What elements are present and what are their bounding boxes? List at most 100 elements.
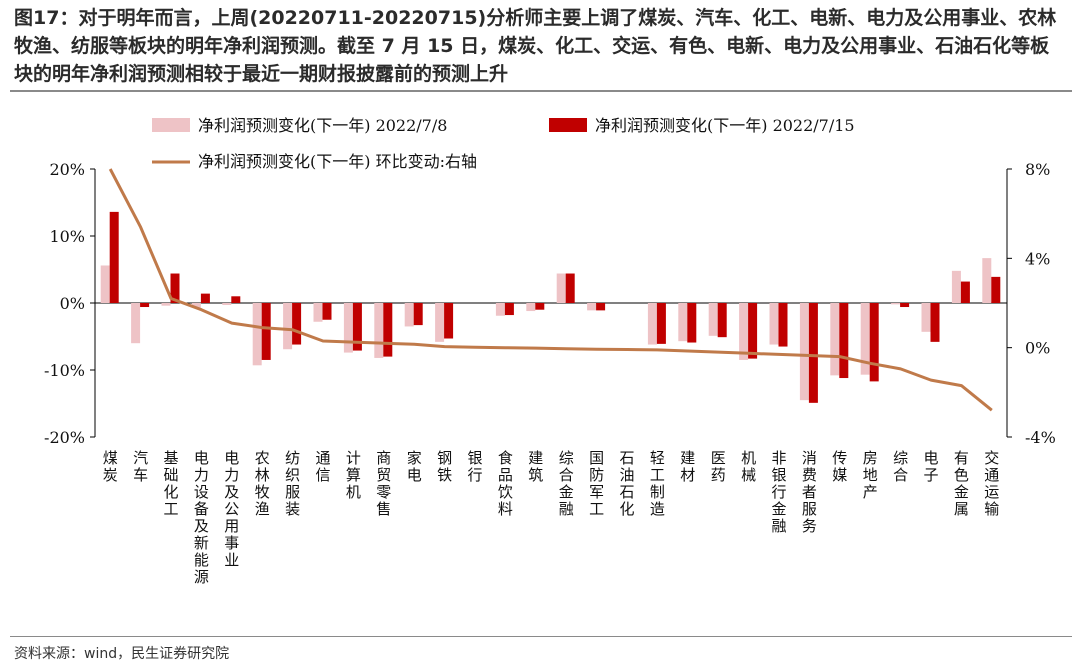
category-label: 商贸零售 bbox=[376, 449, 391, 518]
category-label: 房地产 bbox=[863, 449, 878, 501]
bar-20220715 bbox=[596, 303, 606, 311]
bar-20220715 bbox=[231, 296, 241, 303]
category-label: 石油石化 bbox=[619, 449, 634, 518]
bar-20220715 bbox=[170, 273, 180, 303]
source-note: 资料来源：wind，民生证券研究院 bbox=[14, 646, 230, 662]
line-series-path bbox=[108, 168, 993, 412]
bar-20220708 bbox=[860, 303, 870, 375]
bar-20220715 bbox=[778, 303, 788, 347]
right-tick-label: 4% bbox=[1025, 249, 1050, 268]
bar-20220715 bbox=[444, 303, 454, 339]
bar-20220715 bbox=[808, 303, 818, 403]
legend-label-line: 净利润预测变化(下一年) 环比变动:右轴 bbox=[198, 152, 477, 171]
legend: 净利润预测变化(下一年) 2022/7/8 净利润预测变化(下一年) 2022/7… bbox=[152, 116, 855, 171]
bar-20220715 bbox=[383, 303, 393, 357]
bar-20220715 bbox=[930, 303, 940, 342]
legend-swatch-20220715 bbox=[549, 118, 587, 132]
category-label: 电力及公用事业 bbox=[224, 449, 239, 569]
category-label: 非银行金融 bbox=[771, 449, 786, 535]
left-tick-label: 10% bbox=[49, 227, 85, 246]
category-label: 计算机 bbox=[346, 449, 361, 501]
page-title: 图17：对于明年而言，上周(20220711-20220715)分析师主要上调了… bbox=[14, 7, 1057, 85]
category-label: 煤炭 bbox=[103, 449, 118, 484]
bar-20220708 bbox=[556, 273, 566, 303]
bar-20220708 bbox=[526, 303, 536, 312]
bar-20220715 bbox=[322, 303, 332, 320]
bar-20220715 bbox=[565, 273, 575, 303]
category-label: 医药 bbox=[711, 449, 726, 484]
bar-20220715 bbox=[535, 303, 545, 310]
legend-label-20220715: 净利润预测变化(下一年) 2022/7/15 bbox=[595, 116, 855, 135]
bar-20220708 bbox=[283, 303, 293, 350]
line-series bbox=[108, 168, 993, 412]
category-label: 轻工制造 bbox=[650, 449, 665, 518]
bar-20220708 bbox=[495, 303, 505, 316]
right-tick-label: -4% bbox=[1025, 428, 1056, 447]
bar-20220715 bbox=[109, 211, 119, 303]
category-label: 电力设备及新能源 bbox=[194, 449, 209, 586]
bar-20220708 bbox=[891, 303, 901, 305]
category-label: 有色金属 bbox=[954, 449, 969, 518]
right-tick-label: 8% bbox=[1025, 160, 1050, 179]
bar-20220708 bbox=[708, 303, 718, 336]
bar-20220715 bbox=[352, 303, 362, 351]
chart: 净利润预测变化(下一年) 2022/7/8 净利润预测变化(下一年) 2022/7… bbox=[44, 116, 1056, 586]
bar-20220715 bbox=[200, 293, 210, 303]
bar-20220708 bbox=[982, 258, 992, 303]
category-label: 基础化工 bbox=[163, 449, 178, 518]
category-label: 家电 bbox=[407, 449, 422, 484]
bar-20220715 bbox=[504, 303, 514, 316]
bar-20220708 bbox=[830, 303, 840, 376]
legend-label-20220708: 净利润预测变化(下一年) 2022/7/8 bbox=[198, 116, 447, 135]
bar-20220715 bbox=[900, 303, 910, 308]
category-label: 食品饮料 bbox=[498, 449, 513, 518]
bar-20220708 bbox=[435, 303, 445, 342]
bar-20220715 bbox=[960, 281, 970, 303]
category-label: 综合 bbox=[893, 449, 908, 484]
bar-20220715 bbox=[413, 303, 423, 326]
category-label: 农林牧渔 bbox=[255, 449, 270, 518]
category-label: 国防军工 bbox=[589, 449, 604, 518]
bar-20220708 bbox=[313, 303, 323, 322]
left-tick-label: -10% bbox=[44, 361, 85, 380]
category-label: 消费者服务 bbox=[802, 449, 817, 535]
bar-20220715 bbox=[748, 303, 758, 359]
bar-20220708 bbox=[587, 303, 597, 311]
bar-20220708 bbox=[131, 303, 141, 344]
bar-20220708 bbox=[252, 303, 262, 366]
category-label: 银行 bbox=[467, 449, 482, 484]
category-label: 通信 bbox=[315, 449, 330, 484]
bars bbox=[100, 211, 1001, 403]
category-label: 机械 bbox=[741, 449, 756, 484]
category-label: 汽车 bbox=[133, 449, 148, 484]
category-label: 建筑 bbox=[528, 449, 543, 484]
bar-20220708 bbox=[647, 303, 657, 345]
left-tick-label: -20% bbox=[44, 428, 85, 447]
bar-20220715 bbox=[140, 303, 150, 308]
left-tick-label: 0% bbox=[60, 294, 85, 313]
bar-20220708 bbox=[739, 303, 749, 360]
bar-20220708 bbox=[191, 303, 201, 308]
category-label: 建材 bbox=[680, 449, 695, 484]
legend-swatch-20220708 bbox=[152, 118, 190, 132]
bar-20220715 bbox=[687, 303, 697, 343]
bar-20220708 bbox=[374, 303, 384, 358]
bar-20220708 bbox=[951, 270, 961, 303]
bar-20220708 bbox=[222, 303, 232, 306]
bar-20220708 bbox=[799, 303, 809, 401]
bar-20220708 bbox=[404, 303, 414, 327]
bar-20220708 bbox=[343, 303, 353, 353]
bar-20220715 bbox=[261, 303, 271, 360]
category-label: 综合金融 bbox=[559, 449, 574, 518]
bar-20220715 bbox=[991, 276, 1001, 303]
bar-20220708 bbox=[921, 303, 931, 332]
bar-20220715 bbox=[656, 303, 666, 344]
bar-20220708 bbox=[678, 303, 688, 342]
category-label: 纺织服装 bbox=[285, 449, 300, 518]
source-divider bbox=[10, 636, 1072, 637]
bar-20220715 bbox=[869, 303, 879, 382]
category-label: 传媒 bbox=[832, 449, 847, 484]
bar-20220708 bbox=[161, 303, 171, 306]
bar-20220715 bbox=[717, 303, 727, 338]
